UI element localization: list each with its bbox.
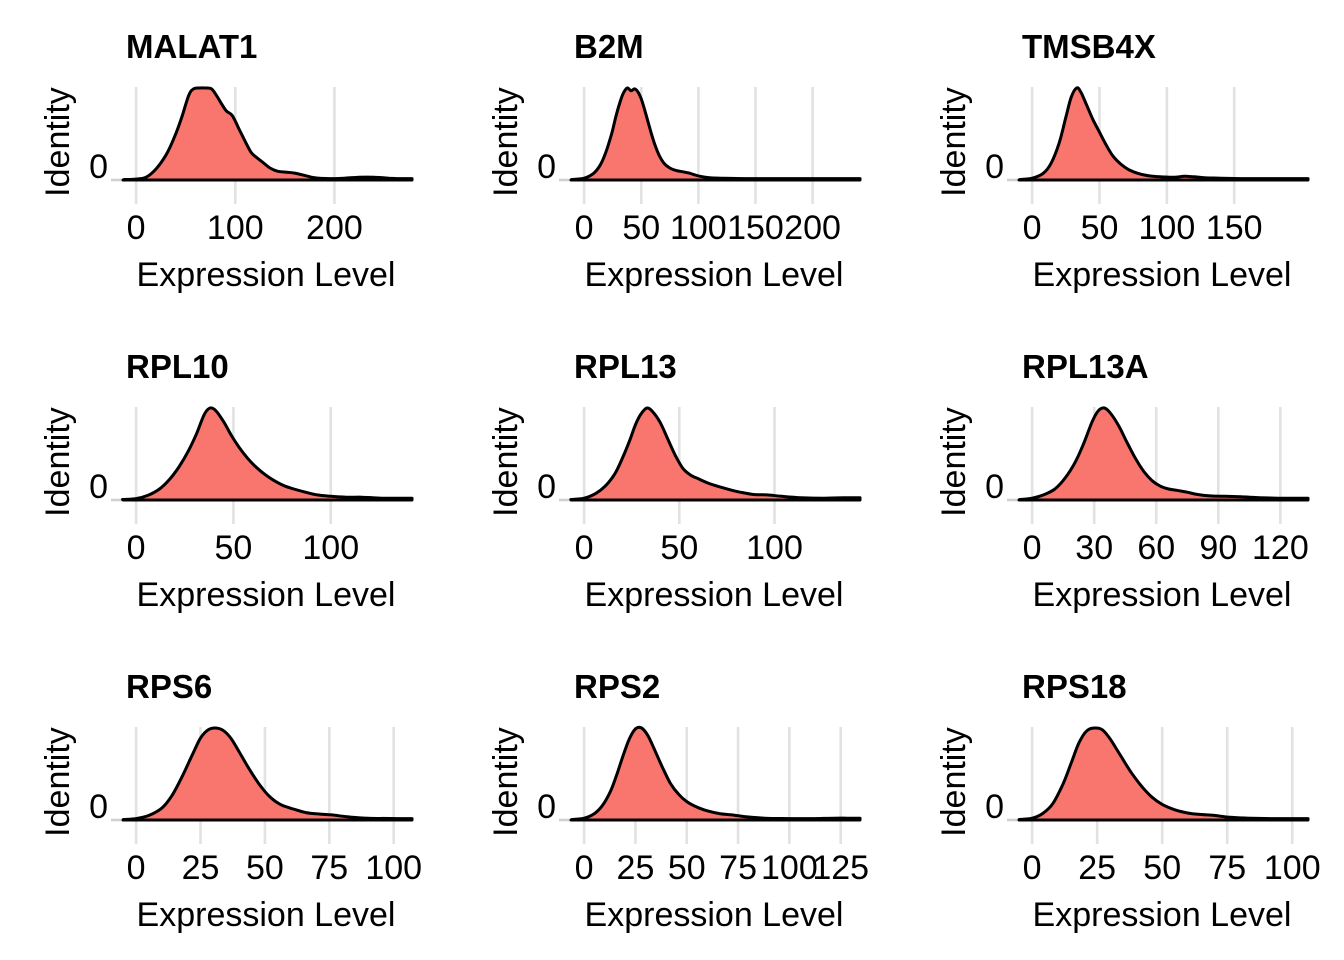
x-axis-label: Expression Level [584, 576, 844, 614]
density-plot: 0 50 100 [559, 406, 862, 567]
x-axis-label: Expression Level [136, 896, 396, 934]
panel-title: RPL13A [1022, 348, 1149, 385]
x-tick-label: 50 [215, 529, 253, 567]
x-tick-label: 50 [1143, 849, 1181, 887]
density-plot: 0 50 100 150 200 [559, 86, 862, 247]
y-axis-tick-label: 0 [89, 148, 108, 186]
x-tick-label: 100 [1264, 849, 1321, 887]
x-tick-label: 100 [365, 849, 422, 887]
x-tick-label: 75 [310, 849, 348, 887]
x-tick-label: 30 [1075, 529, 1113, 567]
x-tick-label: 150 [727, 209, 784, 247]
y-axis-tick-label: 0 [537, 788, 556, 826]
x-tick-label: 25 [182, 849, 220, 887]
ridge-panel-tmsb4x: 0 50 100 150 TMSB4X Identity 0 Expression L… [896, 0, 1344, 320]
x-tick-label: 100 [302, 529, 359, 567]
x-tick-label: 200 [306, 209, 363, 247]
x-axis-label: Expression Level [584, 896, 844, 934]
x-axis-label: Expression Level [584, 256, 844, 294]
x-tick-label: 0 [1023, 849, 1042, 887]
density-plot: 0 25 50 75 100 [1007, 726, 1321, 887]
x-tick-label: 75 [719, 849, 757, 887]
x-tick-label: 0 [1023, 529, 1042, 567]
x-tick-label: 0 [575, 209, 594, 247]
ridge-panel-b2m: 0 50 100 150 200 B2M Identity 0 Expression L… [448, 0, 896, 320]
y-axis-tick-label: 0 [985, 148, 1004, 186]
x-tick-label: 100 [761, 849, 818, 887]
panel-title: MALAT1 [126, 28, 258, 65]
x-tick-label: 0 [575, 849, 594, 887]
x-tick-label: 50 [246, 849, 284, 887]
x-tick-label: 0 [127, 849, 146, 887]
x-tick-label: 50 [668, 849, 706, 887]
x-tick-label: 50 [1081, 209, 1119, 247]
ridge-panel-malat1: 0 100 200 MALAT1 Identity 0 Expression Lev… [0, 0, 448, 320]
density-plot: 0 25 50 75 100 [111, 726, 422, 887]
x-tick-label: 0 [127, 209, 146, 247]
x-tick-label: 0 [127, 529, 146, 567]
panel-title: RPS2 [574, 668, 661, 705]
x-tick-label: 75 [1208, 849, 1246, 887]
x-tick-label: 60 [1137, 529, 1175, 567]
y-axis-tick-label: 0 [985, 788, 1004, 826]
x-tick-label: 200 [784, 209, 841, 247]
y-axis-tick-label: 0 [537, 148, 556, 186]
x-tick-label: 100 [207, 209, 264, 247]
x-axis-label: Expression Level [1032, 256, 1292, 294]
x-tick-label: 25 [1078, 849, 1116, 887]
density-plot: 0 100 200 [111, 86, 414, 247]
x-tick-label: 125 [812, 849, 869, 887]
x-tick-label: 50 [660, 529, 698, 567]
x-tick-label: 150 [1206, 209, 1263, 247]
x-tick-label: 100 [670, 209, 727, 247]
panel-title: RPL10 [126, 348, 229, 385]
y-axis-tick-label: 0 [537, 468, 556, 506]
x-axis-label: Expression Level [1032, 576, 1292, 614]
x-tick-label: 100 [746, 529, 803, 567]
x-axis-label: Expression Level [1032, 896, 1292, 934]
ridge-panel-rpl10: 0 50 100 RPL10 Identity 0 Expression Level [0, 320, 448, 640]
x-axis-label: Expression Level [136, 576, 396, 614]
x-tick-label: 0 [1023, 209, 1042, 247]
density-plot: 0 50 100 150 [1007, 86, 1310, 247]
density-plot: 0 50 100 [111, 406, 414, 567]
panel-title: RPS18 [1022, 668, 1127, 705]
panel-title: B2M [574, 28, 644, 65]
y-axis-tick-label: 0 [89, 788, 108, 826]
ridge-panel-rpl13: 0 50 100 RPL13 Identity 0 Expression Level [448, 320, 896, 640]
panel-title: RPS6 [126, 668, 213, 705]
panel-title: RPL13 [574, 348, 677, 385]
x-tick-label: 120 [1252, 529, 1309, 567]
ridge-panel-rps6: 0 25 50 75 100 RPS6 Identity 0 Expression Le… [0, 640, 448, 960]
x-axis-label: Expression Level [136, 256, 396, 294]
ridge-panel-rpl13a: 0 30 60 90 120 RPL13A Identity 0 Expression … [896, 320, 1344, 640]
x-tick-label: 25 [617, 849, 655, 887]
x-tick-label: 90 [1199, 529, 1237, 567]
density-plot: 0 30 60 90 120 [1007, 406, 1310, 567]
ridge-panel-rps18: 0 25 50 75 100 RPS18 Identity 0 Expression L… [896, 640, 1344, 960]
x-tick-label: 0 [575, 529, 594, 567]
y-axis-tick-label: 0 [985, 468, 1004, 506]
panel-title: TMSB4X [1022, 28, 1156, 65]
x-tick-label: 100 [1139, 209, 1196, 247]
x-tick-label: 50 [622, 209, 660, 247]
ridge-panel-rps2: 0 25 50 75 100 125 RPS2 Identity 0 Expression… [448, 640, 896, 960]
y-axis-tick-label: 0 [89, 468, 108, 506]
